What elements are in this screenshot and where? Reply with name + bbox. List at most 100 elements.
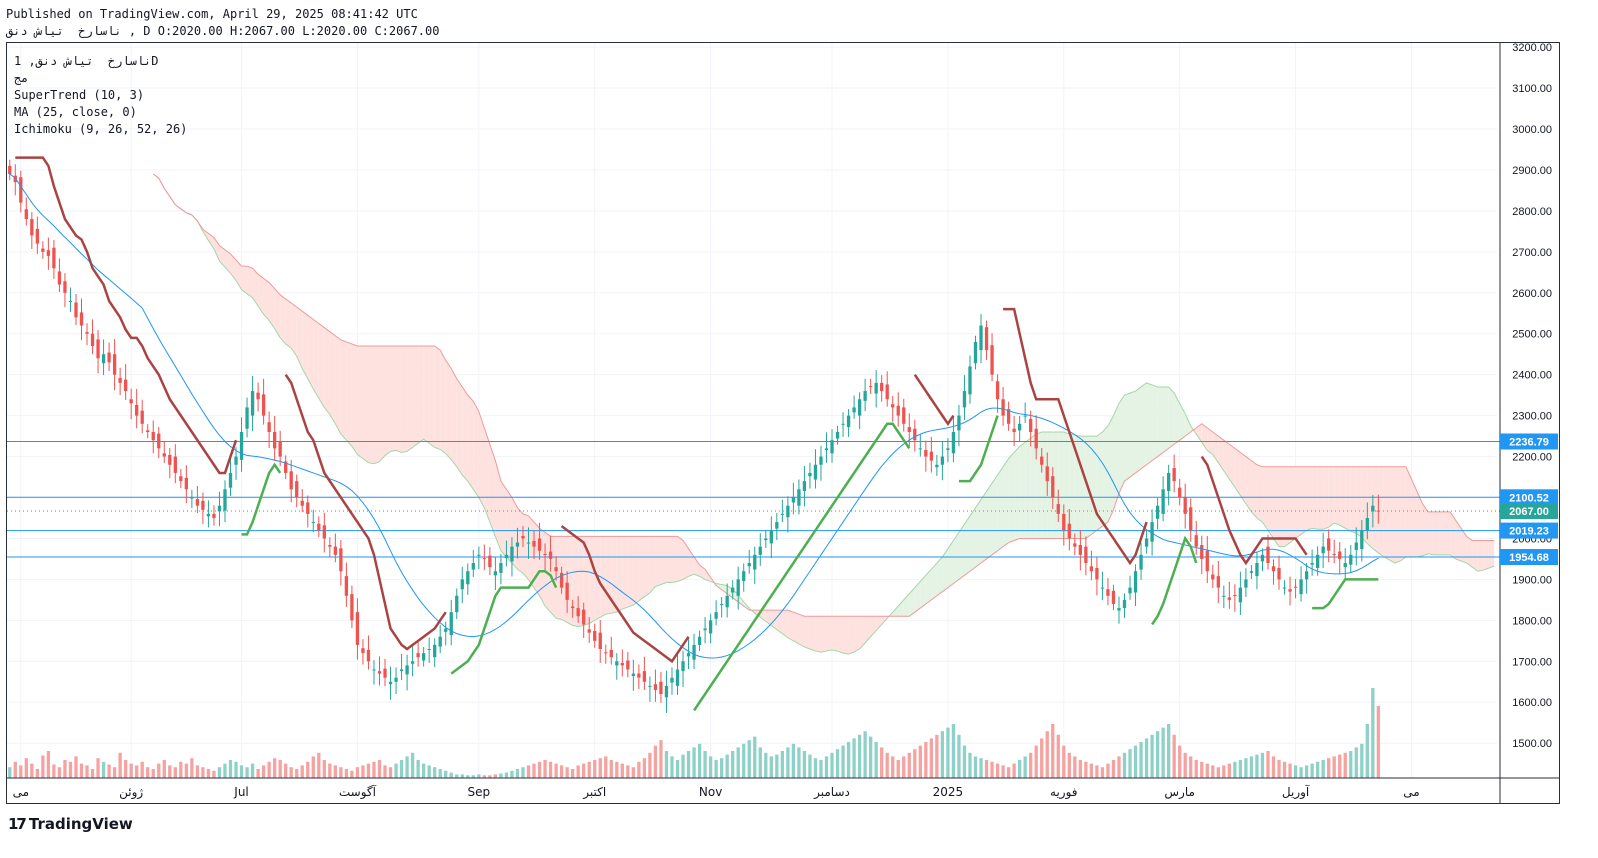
candle-body[interactable] — [1178, 487, 1182, 498]
candle-body[interactable] — [79, 312, 84, 326]
candle-body[interactable] — [1172, 468, 1176, 482]
candle-body[interactable] — [1315, 554, 1320, 568]
candle-body[interactable] — [1078, 545, 1083, 555]
candle-body[interactable] — [929, 451, 934, 461]
candle-body[interactable] — [493, 571, 498, 576]
candle-body[interactable] — [604, 652, 608, 654]
candle-body[interactable] — [1012, 428, 1016, 432]
candle-body[interactable] — [35, 228, 40, 244]
candle-body[interactable] — [168, 454, 172, 465]
candle-body[interactable] — [946, 448, 950, 451]
candle-body[interactable] — [388, 681, 393, 685]
candle-body[interactable] — [984, 327, 989, 351]
supertrend-line[interactable] — [1200, 455, 1308, 566]
candle-body[interactable] — [907, 427, 911, 432]
candle-body[interactable] — [626, 660, 630, 670]
candle-body[interactable] — [990, 345, 994, 375]
candle-body[interactable] — [366, 649, 371, 662]
candle-body[interactable] — [24, 209, 28, 220]
candle-body[interactable] — [295, 481, 299, 498]
legend-ichimoku[interactable]: Ichimoku (9, 26, 52, 26) — [14, 122, 188, 136]
candle-body[interactable] — [488, 555, 492, 568]
candle-body[interactable] — [753, 554, 757, 570]
candle-body[interactable] — [46, 250, 51, 256]
candle-body[interactable] — [223, 489, 227, 511]
candle-body[interactable] — [179, 476, 183, 482]
candle-body[interactable] — [427, 649, 431, 651]
supertrend-line[interactable] — [450, 569, 558, 675]
candle-body[interactable] — [416, 653, 420, 658]
candle-body[interactable] — [725, 595, 729, 608]
candle-body[interactable] — [317, 523, 321, 531]
supertrend-line[interactable] — [913, 373, 955, 427]
candle-body[interactable] — [350, 594, 354, 621]
candle-body[interactable] — [935, 464, 939, 468]
candle-body[interactable] — [1023, 415, 1027, 417]
candle-body[interactable] — [1354, 542, 1358, 550]
candle-body[interactable] — [444, 628, 448, 632]
candle-body[interactable] — [1293, 586, 1298, 588]
candle-body[interactable] — [129, 399, 133, 404]
candle-body[interactable] — [1189, 507, 1193, 531]
candle-body[interactable] — [466, 571, 470, 585]
candle-body[interactable] — [1376, 510, 1381, 512]
candle-body[interactable] — [499, 563, 503, 573]
candle-body[interactable] — [1327, 538, 1331, 551]
candle-body[interactable] — [1155, 505, 1160, 519]
candle-body[interactable] — [1062, 513, 1066, 531]
candle-body[interactable] — [830, 440, 834, 454]
candle-body[interactable] — [973, 341, 978, 364]
candle-body[interactable] — [272, 431, 277, 449]
candle-body[interactable] — [455, 595, 459, 613]
candle-body[interactable] — [1150, 522, 1154, 542]
candle-body[interactable] — [19, 177, 23, 203]
candle-body[interactable] — [703, 628, 707, 631]
candle-body[interactable] — [642, 671, 647, 682]
candle-body[interactable] — [521, 536, 525, 539]
candle-body[interactable] — [775, 522, 779, 529]
candle-body[interactable] — [537, 538, 542, 551]
candle-body[interactable] — [405, 665, 409, 675]
candle-body[interactable] — [300, 500, 304, 506]
candle-body[interactable] — [112, 354, 117, 375]
supertrend-line[interactable] — [284, 373, 447, 651]
candle-body[interactable] — [802, 481, 807, 491]
candle-body[interactable] — [63, 281, 67, 293]
candle-body[interactable] — [1106, 589, 1110, 596]
candle-body[interactable] — [344, 576, 349, 596]
candle-body[interactable] — [135, 404, 139, 416]
candle-body[interactable] — [670, 677, 674, 683]
candle-body[interactable] — [52, 247, 56, 269]
candle-body[interactable] — [797, 489, 801, 506]
candle-body[interactable] — [212, 513, 216, 518]
candle-body[interactable] — [554, 567, 558, 572]
candle-body[interactable] — [896, 405, 900, 416]
candle-body[interactable] — [1100, 587, 1105, 589]
candle-body[interactable] — [228, 472, 233, 488]
candle-body[interactable] — [769, 530, 773, 544]
candle-body[interactable] — [1139, 554, 1143, 570]
candle-body[interactable] — [151, 431, 155, 441]
candle-body[interactable] — [1349, 554, 1353, 565]
candle-body[interactable] — [217, 505, 222, 512]
candle-body[interactable] — [1166, 472, 1171, 491]
candle-body[interactable] — [543, 554, 547, 556]
candle-body[interactable] — [615, 661, 619, 666]
candle-body[interactable] — [824, 448, 829, 451]
candle-body[interactable] — [1343, 563, 1347, 568]
candle-body[interactable] — [383, 668, 387, 678]
candle-body[interactable] — [1310, 563, 1314, 565]
candle-body[interactable] — [361, 648, 365, 654]
candle-body[interactable] — [449, 612, 453, 636]
candle-body[interactable] — [1144, 538, 1149, 547]
candle-body[interactable] — [250, 391, 255, 416]
candle-body[interactable] — [190, 497, 194, 499]
candle-body[interactable] — [924, 450, 928, 457]
candle-body[interactable] — [913, 428, 917, 441]
candle-body[interactable] — [736, 579, 740, 596]
supertrend-line[interactable] — [1003, 307, 1148, 566]
candle-body[interactable] — [515, 542, 520, 547]
candle-body[interactable] — [206, 513, 211, 517]
candle-body[interactable] — [410, 661, 415, 664]
